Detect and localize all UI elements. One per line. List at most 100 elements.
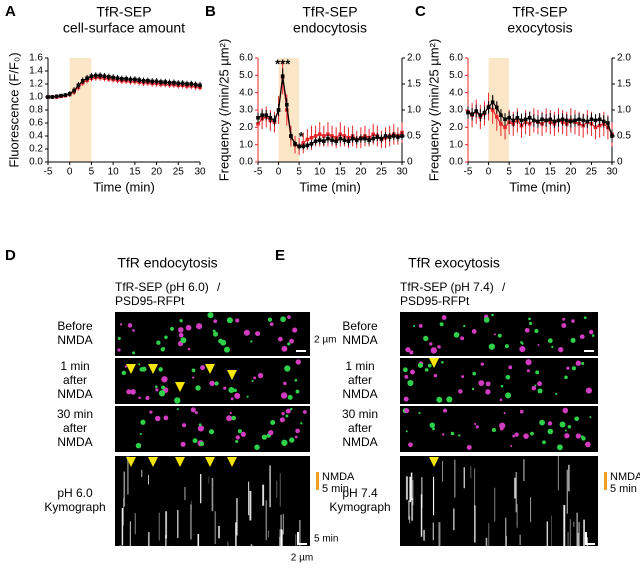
puncta: [466, 444, 472, 450]
row-label: after: [348, 373, 372, 387]
puncta: [443, 408, 447, 413]
y-tick-label: 5.0: [239, 70, 253, 81]
marker: [80, 78, 85, 83]
marker: [523, 117, 528, 122]
marker: [313, 134, 318, 138]
marker: [532, 118, 536, 123]
marker: [301, 144, 306, 149]
marker: [167, 80, 172, 85]
arrowhead: [175, 457, 185, 467]
puncta: [562, 407, 569, 414]
marker: [50, 95, 55, 99]
arrowhead: [205, 457, 215, 467]
puncta: [139, 433, 142, 436]
puncta: [158, 390, 166, 397]
y-tick-label: 4.0: [239, 87, 253, 98]
y-tick-label: 1.2: [29, 79, 43, 90]
puncta: [403, 396, 409, 402]
puncta: [294, 435, 298, 439]
marker: [478, 113, 483, 117]
x-tick-label: -5: [254, 167, 263, 178]
puncta: [463, 324, 466, 328]
puncta: [289, 407, 293, 411]
marker: [363, 136, 367, 141]
y-axis-label: Frequency (/min/25 µm²): [426, 39, 441, 182]
marker: [577, 117, 581, 122]
puncta: [287, 342, 291, 346]
marker: [268, 116, 273, 120]
marker: [102, 74, 107, 78]
x-tick-label: 15: [335, 167, 347, 178]
puncta: [432, 427, 435, 431]
marker: [76, 83, 81, 88]
puncta: [427, 363, 432, 368]
puncta: [441, 315, 447, 320]
puncta: [234, 392, 241, 399]
puncta: [155, 385, 158, 389]
puncta: [493, 333, 496, 336]
puncta: [558, 346, 564, 353]
chart-title: exocytosis: [507, 20, 572, 36]
puncta: [231, 415, 236, 421]
puncta: [514, 432, 519, 437]
x-tick-label: 5: [296, 167, 302, 178]
x-tick-label: 30: [194, 167, 206, 178]
puncta: [138, 396, 141, 400]
marker: [367, 138, 371, 142]
marker: [107, 75, 111, 79]
marker: [556, 118, 561, 123]
marker: [198, 83, 202, 88]
marker: [371, 132, 375, 137]
puncta: [585, 387, 592, 394]
puncta: [220, 339, 227, 346]
puncta: [571, 319, 575, 323]
x-tick-label: 15: [129, 167, 141, 178]
marker: [317, 138, 322, 142]
puncta: [302, 410, 307, 414]
puncta: [181, 423, 187, 428]
marker: [503, 117, 507, 122]
legend-magenta: PSD95-RFPt: [115, 294, 185, 308]
row-label: Kymograph: [44, 500, 105, 514]
puncta: [163, 415, 169, 421]
x-tick-label: 10: [314, 167, 326, 178]
puncta: [132, 329, 135, 332]
puncta: [295, 359, 301, 365]
puncta: [510, 445, 513, 448]
puncta: [417, 362, 424, 368]
puncta: [526, 369, 530, 373]
puncta: [121, 370, 127, 376]
puncta: [559, 421, 566, 428]
puncta: [461, 375, 465, 379]
arrowhead: [126, 364, 136, 374]
marker: [305, 143, 310, 148]
marker: [350, 136, 355, 141]
marker: [490, 100, 495, 104]
y-tick-label: 1.0: [239, 139, 253, 150]
puncta: [567, 424, 572, 429]
marker: [593, 125, 598, 130]
marker: [256, 116, 260, 120]
panel-letter: C: [415, 3, 426, 20]
marker: [111, 75, 115, 80]
marker: [326, 132, 330, 137]
row-label: 1 min: [60, 359, 89, 373]
nmda-label: NMDA: [610, 471, 640, 483]
puncta: [458, 434, 461, 437]
puncta: [138, 363, 141, 366]
arrowhead: [227, 457, 237, 467]
puncta: [534, 384, 537, 387]
arrowhead: [429, 358, 439, 368]
marker: [511, 118, 516, 123]
puncta: [161, 376, 168, 383]
y-tick-label: 0.2: [29, 144, 43, 155]
puncta: [287, 394, 293, 400]
puncta: [280, 392, 288, 399]
marker: [342, 138, 347, 142]
marker: [375, 135, 380, 139]
puncta: [185, 324, 192, 331]
marker: [176, 81, 181, 86]
marker: [272, 118, 277, 123]
marker: [330, 138, 334, 142]
puncta: [281, 411, 285, 416]
